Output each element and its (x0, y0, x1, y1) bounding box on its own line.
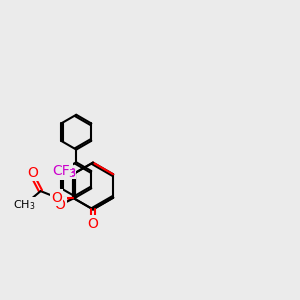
Text: CF: CF (54, 163, 71, 177)
Text: O: O (51, 191, 62, 205)
Text: O: O (88, 217, 98, 230)
Text: O: O (54, 198, 65, 212)
Text: CH$_3$: CH$_3$ (13, 198, 36, 212)
Text: 3: 3 (68, 169, 75, 178)
Text: 3: 3 (69, 168, 75, 178)
Text: O: O (27, 166, 38, 180)
Text: CF: CF (52, 164, 70, 178)
